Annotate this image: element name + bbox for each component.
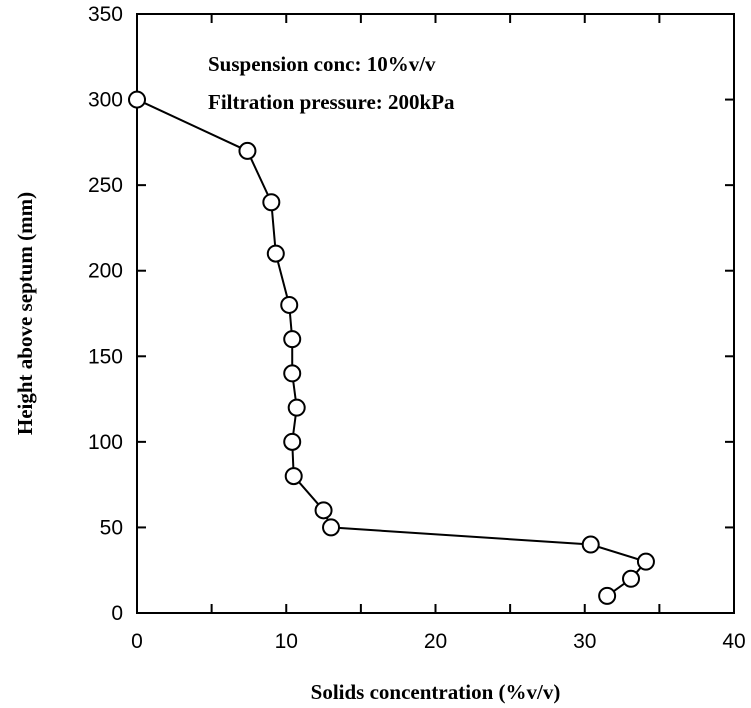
data-point [284,467,303,486]
data-point [128,90,146,109]
y-tick-label: 200 [88,260,123,283]
y-tick-label: 250 [88,174,123,197]
x-axis-title: Solids concentration (%v/v) [311,680,561,704]
data-point [238,141,257,160]
y-tick-label: 50 [100,516,123,539]
data-point [581,535,600,554]
annotation-filtration-pressure: Filtration pressure: 200kPa [208,90,455,114]
y-tick-label: 300 [88,89,123,112]
data-point [280,295,299,314]
x-tick-label: 0 [131,630,143,653]
series-group [128,90,655,605]
data-point [636,552,655,571]
data-point [283,364,302,383]
x-tick-label: 10 [275,630,298,653]
data-point [266,244,285,263]
y-tick-label: 350 [88,3,123,26]
y-tick-label: 100 [88,431,123,454]
x-tick-label: 20 [424,630,447,653]
data-point [622,569,641,588]
data-point [314,501,333,520]
tick-labels: 0 10 20 30 40 0 50 100 150 200 250 300 350 [88,3,746,653]
data-point [262,193,281,212]
series-line [136,98,648,597]
annotation-suspension-conc: Suspension conc: 10%v/v [208,52,436,76]
data-point [322,518,341,537]
y-tick-label: 150 [88,345,123,368]
y-axis-title: Height above septum (mm) [13,192,37,435]
data-point [287,398,306,417]
y-tick-label: 0 [111,602,123,625]
data-point [598,586,617,605]
axis-ticks [136,13,735,614]
x-tick-label: 30 [573,630,596,653]
x-tick-label: 40 [722,630,745,653]
data-point [283,330,302,349]
data-point [283,432,302,451]
